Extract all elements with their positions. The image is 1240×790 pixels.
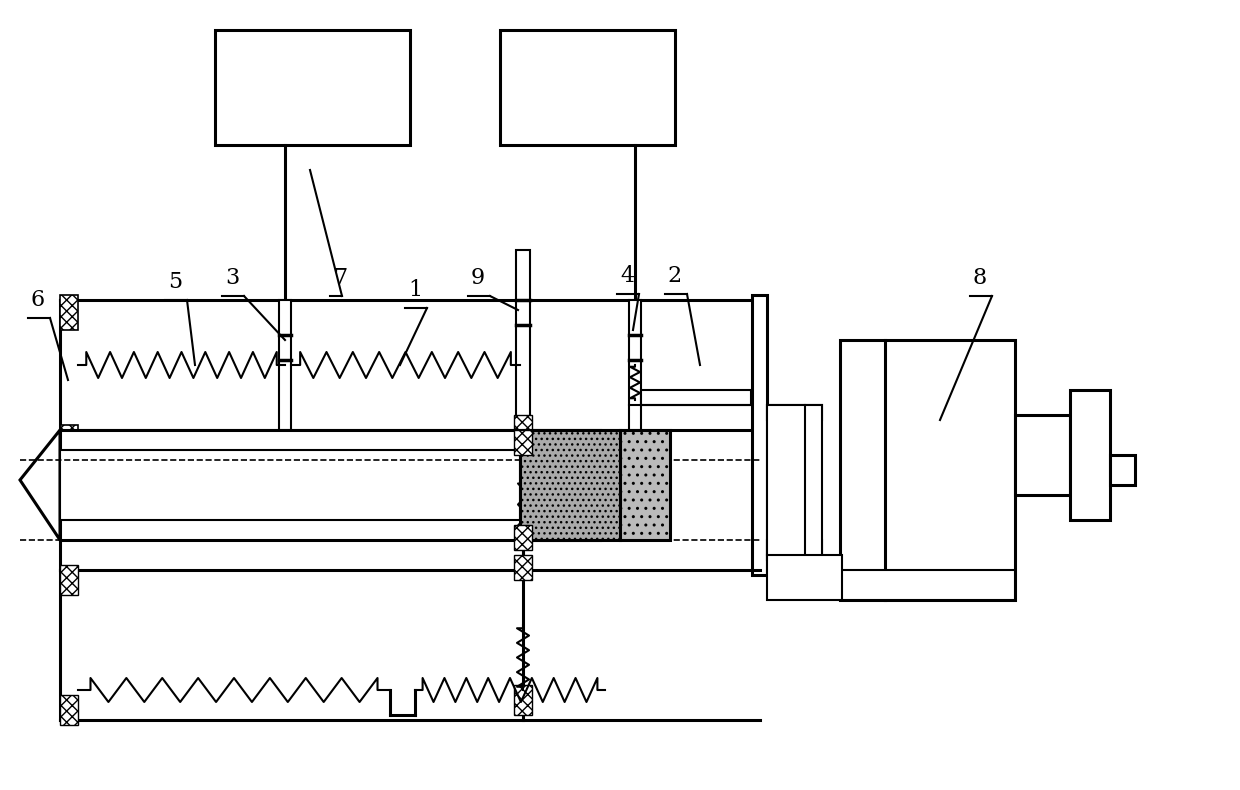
Bar	[60, 695, 78, 725]
Bar	[60, 565, 78, 595]
Bar	[1110, 455, 1135, 485]
Bar	[751, 295, 768, 575]
Bar	[60, 430, 600, 540]
Text: 5: 5	[167, 271, 182, 293]
Bar	[515, 415, 532, 435]
Bar	[620, 430, 670, 540]
Text: 8: 8	[973, 267, 987, 289]
Bar	[515, 430, 532, 455]
Bar	[520, 430, 620, 540]
Text: 6: 6	[31, 289, 45, 311]
Text: 1: 1	[408, 279, 422, 301]
Text: 2: 2	[668, 265, 682, 287]
Bar	[515, 555, 532, 580]
Bar	[279, 300, 291, 430]
Bar	[1016, 415, 1070, 495]
Bar	[60, 450, 520, 520]
Polygon shape	[20, 430, 60, 540]
Text: 7: 7	[332, 267, 347, 289]
Bar	[60, 295, 78, 330]
Bar	[768, 405, 822, 420]
Bar	[60, 425, 78, 460]
Bar	[839, 570, 1016, 600]
Bar	[839, 340, 1016, 600]
Text: 9: 9	[471, 267, 485, 289]
Bar	[1070, 390, 1110, 520]
Bar	[768, 555, 842, 600]
Bar	[768, 540, 822, 555]
Bar	[515, 450, 532, 470]
Bar	[768, 405, 822, 560]
Bar	[515, 525, 532, 550]
Text: 3: 3	[224, 267, 239, 289]
Text: 4: 4	[620, 265, 634, 287]
Bar	[641, 390, 751, 405]
Bar	[500, 30, 675, 145]
Bar	[516, 250, 529, 430]
Bar	[515, 685, 532, 715]
Bar	[629, 300, 641, 430]
Bar	[215, 30, 410, 145]
